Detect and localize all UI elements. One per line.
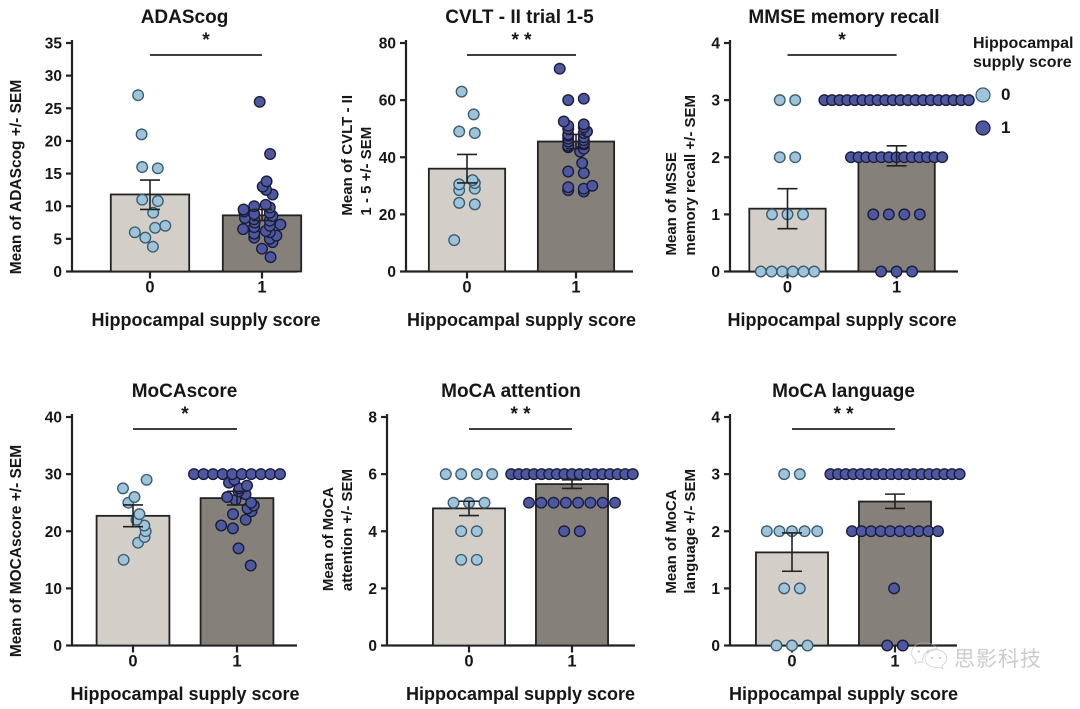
svg-text:0: 0 — [783, 279, 792, 297]
svg-text:20: 20 — [45, 133, 62, 150]
svg-text:20: 20 — [45, 523, 62, 540]
svg-text:CVLT - II trial 1-5: CVLT - II trial 1-5 — [445, 7, 594, 28]
svg-text:2: 2 — [368, 580, 377, 597]
svg-text:30: 30 — [45, 466, 62, 483]
svg-text:* *: * * — [510, 404, 531, 425]
svg-text:*: * — [202, 30, 210, 51]
svg-text:1: 1 — [571, 279, 580, 297]
svg-text:MMSE memory recall: MMSE memory recall — [748, 7, 939, 28]
svg-text:4: 4 — [711, 36, 720, 53]
svg-text:* *: * * — [833, 404, 854, 425]
svg-text:80: 80 — [379, 36, 396, 53]
svg-text:35: 35 — [45, 36, 63, 53]
svg-text:1: 1 — [711, 207, 720, 224]
svg-text:0: 0 — [462, 279, 471, 297]
svg-text:*: * — [181, 404, 189, 425]
svg-text:8: 8 — [368, 409, 377, 426]
svg-text:MoCAscore: MoCAscore — [132, 381, 238, 402]
svg-text:2: 2 — [711, 523, 720, 540]
svg-text:20: 20 — [379, 207, 396, 224]
svg-text:*: * — [838, 30, 846, 51]
svg-text:10: 10 — [45, 199, 62, 216]
svg-text:0: 0 — [711, 638, 720, 655]
svg-text:3: 3 — [711, 466, 720, 483]
svg-text:1: 1 — [711, 580, 720, 597]
svg-text:* *: * * — [511, 30, 532, 51]
svg-text:40: 40 — [379, 150, 396, 167]
svg-text:25: 25 — [45, 101, 63, 118]
svg-text:6: 6 — [368, 466, 377, 483]
svg-text:1: 1 — [892, 279, 901, 297]
svg-text:40: 40 — [45, 409, 62, 426]
svg-text:0: 0 — [387, 264, 396, 281]
svg-text:10: 10 — [45, 580, 62, 597]
svg-text:3: 3 — [711, 93, 720, 110]
svg-text:1: 1 — [257, 279, 266, 297]
svg-text:ADAScog: ADAScog — [141, 7, 229, 28]
svg-text:30: 30 — [45, 68, 62, 85]
svg-text:0: 0 — [53, 638, 62, 655]
svg-text:0: 0 — [53, 264, 62, 281]
svg-text:0: 0 — [368, 638, 377, 655]
svg-text:2: 2 — [711, 150, 720, 167]
svg-text:MoCA language: MoCA language — [772, 381, 915, 402]
svg-text:0: 0 — [128, 652, 137, 670]
svg-text:1: 1 — [232, 652, 241, 670]
svg-text:5: 5 — [53, 231, 62, 248]
svg-text:0: 0 — [711, 264, 720, 281]
svg-text:60: 60 — [379, 93, 396, 110]
svg-text:4: 4 — [368, 523, 377, 540]
svg-text:MoCA attention: MoCA attention — [441, 381, 581, 402]
svg-text:0: 0 — [145, 279, 154, 297]
svg-text:0: 0 — [464, 652, 473, 670]
svg-text:1: 1 — [890, 652, 899, 670]
svg-text:0: 0 — [787, 652, 796, 670]
svg-text:1: 1 — [567, 652, 576, 670]
svg-text:15: 15 — [45, 166, 63, 183]
svg-text:4: 4 — [711, 409, 720, 426]
